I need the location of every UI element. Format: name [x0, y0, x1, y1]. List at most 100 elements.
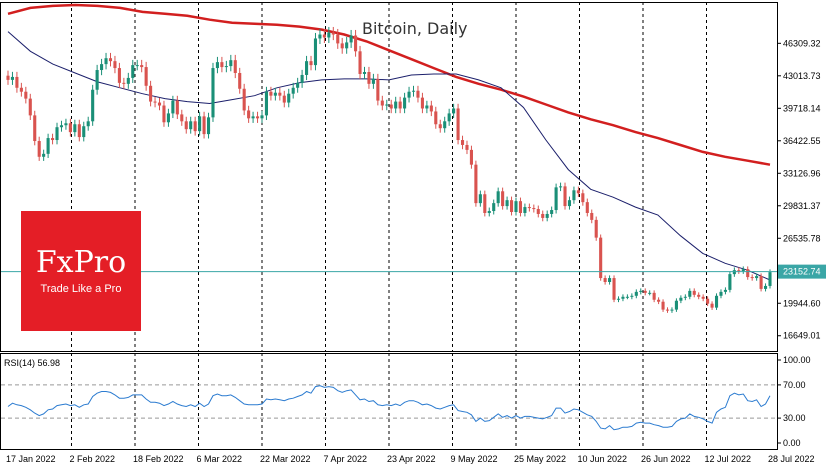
- candle-body: [523, 207, 527, 213]
- candle-body: [251, 116, 255, 119]
- price-tick-label: 16649.01: [783, 331, 821, 341]
- candle-body: [585, 202, 589, 213]
- candle-body: [331, 32, 335, 35]
- candle-body: [189, 121, 193, 130]
- candle-body: [157, 102, 162, 106]
- x-tick-label: 7 Apr 2022: [324, 454, 368, 464]
- candle-body: [278, 92, 282, 96]
- fxpro-logo-tagline: Trade Like a Pro: [40, 283, 122, 295]
- candle-body: [24, 91, 28, 99]
- candle-body: [763, 285, 768, 289]
- candle-body: [126, 77, 130, 84]
- candle-body: [692, 290, 696, 295]
- candle-body: [135, 65, 139, 67]
- candle-body: [113, 61, 117, 69]
- candle-body: [706, 298, 710, 304]
- candle-body: [625, 296, 629, 298]
- candle-body: [541, 213, 545, 218]
- candle-body: [407, 91, 411, 98]
- candle-body: [358, 51, 362, 74]
- candle-body: [385, 104, 389, 106]
- candle-body: [550, 210, 554, 214]
- candle-body: [496, 191, 500, 204]
- candle-body: [10, 76, 15, 80]
- candle-body: [82, 126, 86, 138]
- x-tick-label: 6 Mar 2022: [197, 454, 243, 464]
- candle-body: [193, 121, 197, 132]
- candle-body: [581, 193, 585, 203]
- x-tick-label: 25 May 2022: [514, 454, 566, 464]
- candle-body: [639, 290, 643, 292]
- candle-body: [599, 237, 603, 279]
- candle-body: [322, 34, 326, 38]
- candle-body: [438, 124, 442, 129]
- candle-body: [340, 43, 344, 49]
- candle-body: [149, 85, 153, 102]
- x-tick-label: 26 Jun 2022: [641, 454, 691, 464]
- candle-body: [465, 144, 469, 150]
- rsi-vertical-dividers: [71, 353, 707, 450]
- candle-body: [710, 303, 714, 308]
- candle-body: [603, 278, 607, 282]
- candle-body: [224, 66, 228, 68]
- candle-body: [184, 121, 188, 130]
- candle-body: [33, 115, 37, 142]
- candle-body: [621, 296, 625, 299]
- ma-fast-group: [7, 31, 771, 281]
- candle-body: [180, 114, 184, 122]
- chart-title: Bitcoin, Daily: [362, 19, 468, 38]
- candle-body: [536, 209, 540, 214]
- candle-body: [202, 116, 206, 135]
- candle-body: [255, 116, 260, 119]
- rsi-tick-label: 30.00: [783, 413, 806, 423]
- candle-body: [714, 295, 719, 308]
- candle-body: [260, 115, 264, 119]
- candle-body: [198, 116, 202, 132]
- candle-body: [674, 300, 678, 310]
- candle-body: [166, 113, 170, 123]
- candle-body: [403, 97, 407, 109]
- candle-body: [576, 190, 580, 194]
- candle-body: [394, 101, 398, 109]
- ma-slow-group: [7, 3, 771, 166]
- candle-body: [411, 90, 416, 92]
- candle-body: [514, 201, 518, 212]
- candle-body: [175, 100, 179, 115]
- candle-body: [652, 292, 656, 300]
- candle-body: [398, 101, 402, 109]
- candle-body: [478, 194, 482, 204]
- candle-body: [554, 187, 558, 211]
- price-tick-label: 43013.73: [783, 71, 821, 81]
- candle-body: [741, 269, 745, 272]
- candle-body: [532, 208, 536, 210]
- candle-body: [420, 97, 424, 109]
- rsi-line: [7, 385, 771, 431]
- candle-body: [505, 200, 509, 207]
- candle-body: [567, 200, 572, 207]
- candle-body: [750, 277, 754, 279]
- candle-body: [305, 61, 309, 75]
- candle-body: [6, 75, 10, 80]
- x-tick-label: 23 Apr 2022: [387, 454, 436, 464]
- candle-body: [371, 78, 375, 84]
- candle-body: [697, 294, 701, 297]
- x-tick-label: 10 Jun 2022: [578, 454, 628, 464]
- candle-body: [688, 290, 692, 297]
- candle-body: [719, 291, 723, 296]
- candle-body: [501, 191, 505, 207]
- candle-body: [238, 72, 242, 89]
- candle-body: [104, 58, 108, 65]
- x-tick-label: 17 Jan 2022: [6, 454, 56, 464]
- candle-body: [300, 74, 304, 83]
- candle-body: [64, 123, 68, 126]
- candle-body: [309, 61, 313, 66]
- candle-body: [91, 89, 95, 122]
- candle-body: [389, 104, 393, 109]
- candle-body: [376, 78, 380, 101]
- candle-body: [282, 95, 286, 103]
- candle-body: [318, 34, 322, 39]
- candle-body: [55, 127, 59, 141]
- candle-body: [665, 309, 670, 311]
- x-tick-label: 12 Jul 2022: [705, 454, 752, 464]
- candle-body: [362, 72, 367, 74]
